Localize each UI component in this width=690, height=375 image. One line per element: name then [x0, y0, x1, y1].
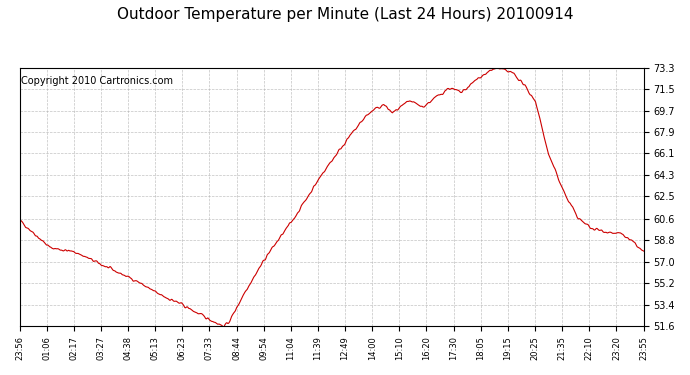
Text: Outdoor Temperature per Minute (Last 24 Hours) 20100914: Outdoor Temperature per Minute (Last 24 … [117, 8, 573, 22]
Text: Copyright 2010 Cartronics.com: Copyright 2010 Cartronics.com [21, 75, 172, 86]
